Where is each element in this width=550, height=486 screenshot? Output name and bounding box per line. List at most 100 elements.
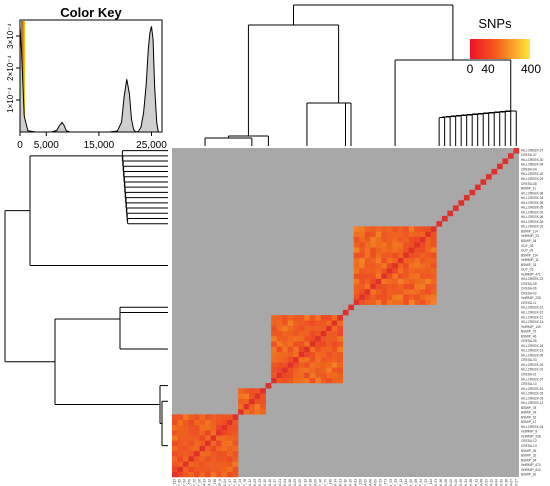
heatmap-cell [227,424,233,431]
heatmap-cell [282,320,288,326]
heatmap-cell [287,341,294,347]
heatmap-cell [353,299,360,305]
heatmap-cell [364,268,371,274]
heatmap-cell [359,236,366,243]
row-label: HILLCREEK-34 [521,196,544,200]
heatmap-cell [210,424,217,431]
column-label: VetRMIP_8 [218,479,222,486]
heatmap-cell [414,283,421,290]
row-label: VetRMIP_613 [521,468,541,472]
row-label: HILLCREEK-30 [521,158,544,162]
heatmap-cell [408,289,415,295]
heatmap-cell [359,273,366,279]
heatmap-cell [221,430,228,436]
heatmap-cell [271,377,277,384]
color-key-title: Color Key [60,5,122,20]
heatmap-cell [337,367,343,373]
row-label: BSMIP_75 [521,330,536,334]
heatmap-cell [414,278,421,285]
heatmap-cell [249,409,255,415]
heatmap-cell [304,346,310,352]
heatmap-cell [227,461,233,467]
heatmap-cell [386,299,393,305]
heatmap-cell [326,346,332,352]
heatmap-cell [287,330,294,337]
heatmap-cell [359,289,366,295]
heatmap-cell [386,262,393,269]
heatmap-cell [315,330,321,337]
heatmap-cell [205,445,211,452]
heatmap-cell [408,247,415,253]
heatmap-cell [172,456,178,462]
heatmap-cell [381,231,388,238]
heatmap-cell [326,367,332,373]
heatmap-cell [320,315,327,321]
column-label: BSMIP_64 [183,479,187,486]
heatmap-cell [403,252,410,258]
heatmap-cell [194,450,200,457]
row-label: VetRMIP_140 [521,325,541,329]
heatmap-cell [430,242,437,248]
heatmap-cell [298,330,305,337]
column-labels: VetRMIP_613BSMIP_62BSMIP_64VetRMIP_670BS… [173,479,519,486]
heatmap-cell [337,325,343,332]
heatmap-cell [293,315,299,321]
heatmap-cell [232,471,239,478]
color-key-frame [19,19,163,133]
heatmap-cell [298,336,305,342]
row-label: BSMIP_62 [521,473,536,477]
heatmap-cell [194,461,200,467]
heatmap-cell [172,424,178,431]
column-label: HILLCREEK-38 [469,479,473,486]
heatmap-cell [408,226,415,232]
color-key-x-tick-label: 0 [17,140,23,151]
heatmap-cell [320,320,327,326]
heatmap-cell [199,435,206,441]
heatmap-cell [188,450,195,457]
row-label: HILLCREEK-27 [521,148,544,152]
heatmap-cell [199,440,206,446]
row-label: CRESA-02 [521,291,537,295]
column-label: HILLCREEK-11 [338,479,342,486]
heatmap-cell [463,195,470,201]
column-label: BSMIP_47 [228,479,232,486]
heatmap-cell [287,372,294,379]
heatmap-cell [183,440,189,446]
heatmap-cell [331,356,338,363]
heatmap-cell [414,268,421,274]
heatmap-cell [260,409,266,415]
heatmap-cell [392,283,399,290]
heatmap-cell [298,315,305,321]
row-label: HILLCREEK-18 [521,344,544,348]
heatmap-cell [304,367,310,373]
column-label: HILLCREEK-03 [253,479,257,486]
column-label: HILLCREEK-29 [484,479,488,486]
heatmap-cell [183,471,189,478]
heatmap-cell [227,430,233,436]
row-label: BSMIP_34 [521,239,536,243]
heatmap-cell [408,236,415,243]
heatmap-cell [364,294,371,300]
heatmap-cell [337,336,343,342]
heatmap-cell [370,236,377,243]
heatmap-cell [419,262,426,269]
heatmap-cell [194,414,200,420]
heatmap-cell [331,372,338,379]
row-label: VetRMIP_8 [521,430,537,434]
row-label: VetRMIP_11 [521,258,539,262]
heatmap-cell [315,320,321,326]
heatmap-cell [408,231,415,238]
heatmap-cell [287,362,294,368]
heatmap-cell [364,289,371,295]
color-key-panel: Color Key 0 5,000 15,000 25,000 1×10⁻⁴ 2×10⁻… [6,5,167,151]
heatmap-cell [359,231,366,238]
heatmap-cell [221,456,228,462]
heatmap-cell [425,226,432,232]
heatmap-cell [480,179,487,185]
heatmap-cell [419,247,426,253]
heatmap-cell [359,294,366,300]
heatmap-cell [188,456,195,462]
heatmap-cell [293,320,299,326]
heatmap-cell [331,320,338,326]
heatmap-cell [370,294,377,300]
